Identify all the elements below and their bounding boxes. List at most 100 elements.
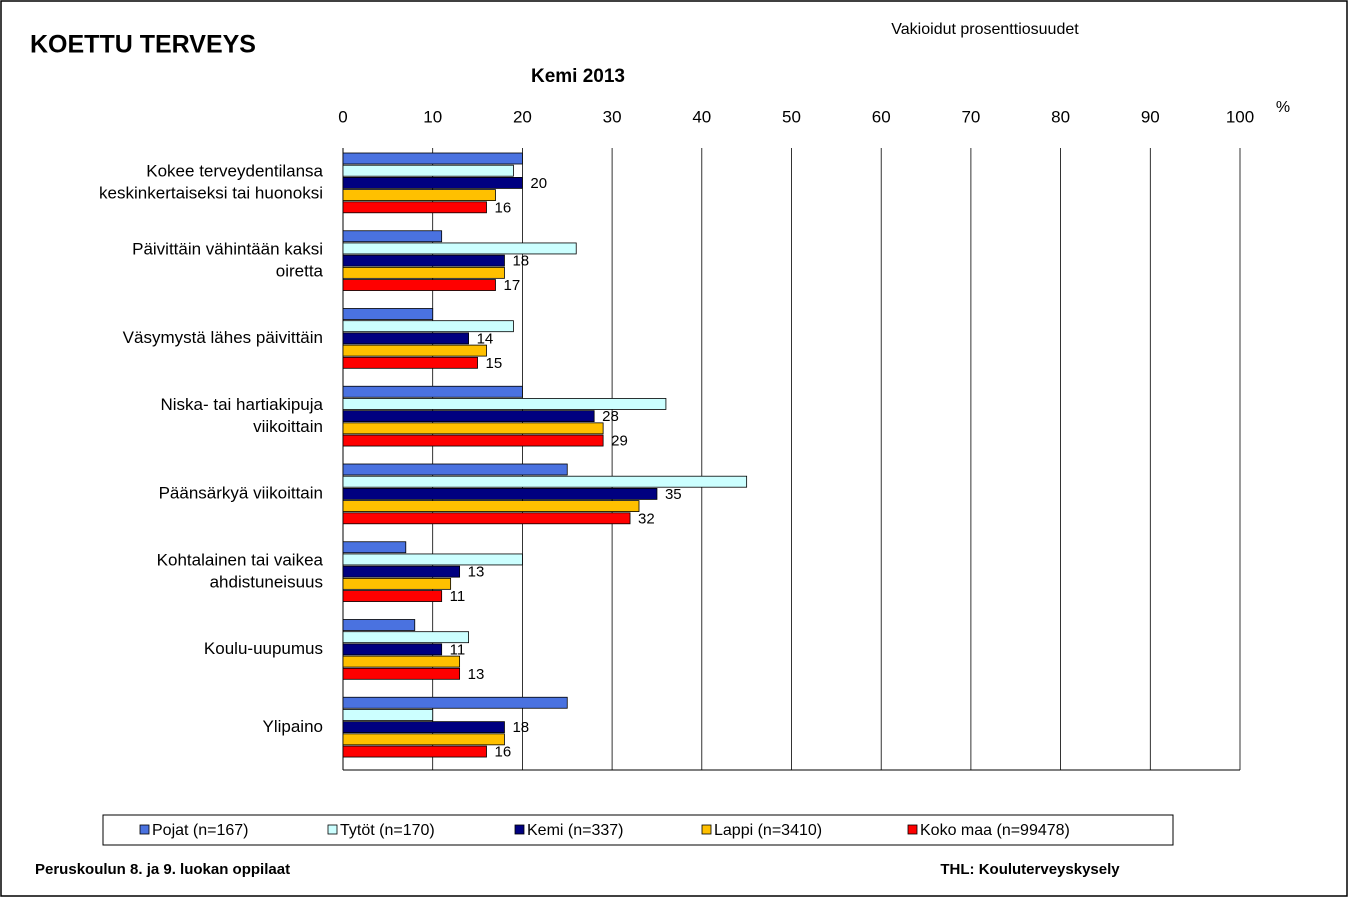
data-label: 13 (468, 666, 485, 683)
bar (342, 176, 523, 189)
data-label: 16 (495, 199, 512, 216)
category-label: Ylipaino (263, 717, 324, 736)
legend-box (102, 814, 1174, 846)
bar (342, 266, 505, 279)
category-label-line: Niska- tai hartiakipuja (160, 395, 323, 414)
bar (342, 667, 461, 680)
bar (342, 164, 514, 177)
bar (342, 463, 568, 476)
bar (342, 398, 667, 410)
chart-title: KOETTU TERVEYS (30, 31, 256, 59)
category-label-line: oiretta (276, 262, 324, 281)
category-label-line: Väsymystä lähes päivittäin (123, 328, 323, 347)
data-label: 32 (638, 510, 655, 527)
category-label: Päivittäin vähintään kaksi oiretta (132, 240, 323, 281)
x-tick-label: 80 (1051, 107, 1070, 126)
legend-label: Pojat (n=167) (152, 822, 249, 839)
x-tick-label: 60 (872, 107, 891, 126)
x-tick-label: 100 (1226, 107, 1254, 126)
data-label: 13 (468, 564, 485, 581)
category-label-line: Kohtalainen tai vaikea (157, 551, 324, 570)
data-label: 20 (530, 175, 547, 192)
data-label: 14 (477, 330, 494, 347)
bar (342, 308, 434, 320)
legend-swatch (327, 824, 338, 835)
bar (342, 152, 523, 165)
legend-swatch (139, 824, 150, 835)
bar (342, 553, 523, 566)
category-label: Väsymystä lähes päivittäin (123, 328, 323, 347)
x-tick-label: 50 (782, 107, 801, 126)
bar (342, 279, 496, 291)
bar (342, 577, 452, 590)
x-tick-label: 10 (423, 107, 442, 126)
bar (342, 541, 407, 554)
bar (342, 230, 443, 243)
bar (342, 696, 568, 709)
chart-subtitle: Kemi 2013 (531, 66, 625, 87)
data-label: 29 (611, 433, 628, 450)
x-tick-label: 0 (338, 107, 347, 126)
bar (342, 745, 487, 758)
data-label: 17 (503, 277, 520, 294)
data-label: 18 (512, 253, 529, 270)
category-label: Niska- tai hartiakipuja viikoittain (160, 395, 323, 436)
bar (342, 619, 416, 631)
legend-label: Kemi (n=337) (527, 822, 624, 839)
bar (342, 721, 505, 734)
data-label: 15 (486, 355, 503, 372)
legend-label: Tytöt (n=170) (340, 822, 435, 839)
bar (342, 500, 640, 513)
legend-label: Koko maa (n=99478) (920, 822, 1070, 839)
bar (342, 709, 434, 721)
legend-swatch (514, 824, 525, 835)
bar (342, 475, 748, 488)
category-label: Kokee terveydentilansa keskinkertaiseksi … (99, 162, 323, 203)
category-label-line: Kokee terveydentilansa (146, 162, 323, 181)
bar (342, 487, 658, 500)
data-label: 35 (665, 486, 682, 503)
data-label: 11 (450, 588, 466, 605)
bar (342, 422, 604, 435)
bar (342, 565, 461, 578)
annotation: Vakioidut prosenttiosuudet (891, 21, 1079, 38)
bar (342, 201, 487, 214)
category-label-line: viikoittain (253, 417, 323, 436)
bar (342, 385, 523, 398)
category-label-line: Päivittäin vähintään kaksi (132, 240, 323, 259)
category-label: Koulu-uupumus (204, 639, 323, 658)
bar (342, 643, 443, 656)
footer-right: THL: Kouluterveyskysely (940, 861, 1120, 878)
category-label-line: Ylipaino (263, 717, 324, 736)
bar (342, 733, 505, 746)
legend-swatch (907, 824, 918, 835)
bar (342, 410, 595, 423)
footer-left: Peruskoulun 8. ja 9. luokan oppilaat (35, 861, 290, 878)
bar (342, 512, 631, 525)
bar (342, 590, 443, 602)
category-label-line: Koulu-uupumus (204, 639, 323, 658)
legend-swatch (701, 824, 712, 835)
data-label: 16 (495, 744, 512, 761)
x-tick-label: 70 (961, 107, 980, 126)
x-tick-label: 20 (513, 107, 532, 126)
legend-label: Lappi (n=3410) (714, 822, 822, 839)
bar (342, 356, 478, 369)
category-label-line: keskinkertaiseksi tai huonoksi (99, 184, 323, 203)
bar (342, 344, 487, 357)
bar (342, 434, 604, 447)
x-tick-label: 90 (1141, 107, 1160, 126)
x-unit: % (1276, 99, 1290, 116)
bar (342, 631, 469, 644)
bar (342, 332, 469, 345)
bar (342, 242, 577, 255)
data-label: 11 (450, 641, 466, 658)
bar (342, 254, 505, 267)
category-label-line: Päänsärkyä viikoittain (159, 484, 323, 503)
x-tick-label: 40 (692, 107, 711, 126)
x-tick-label: 30 (603, 107, 622, 126)
data-label: 28 (602, 408, 619, 425)
bar (342, 320, 514, 333)
category-label-line: ahdistuneisuus (210, 573, 323, 592)
